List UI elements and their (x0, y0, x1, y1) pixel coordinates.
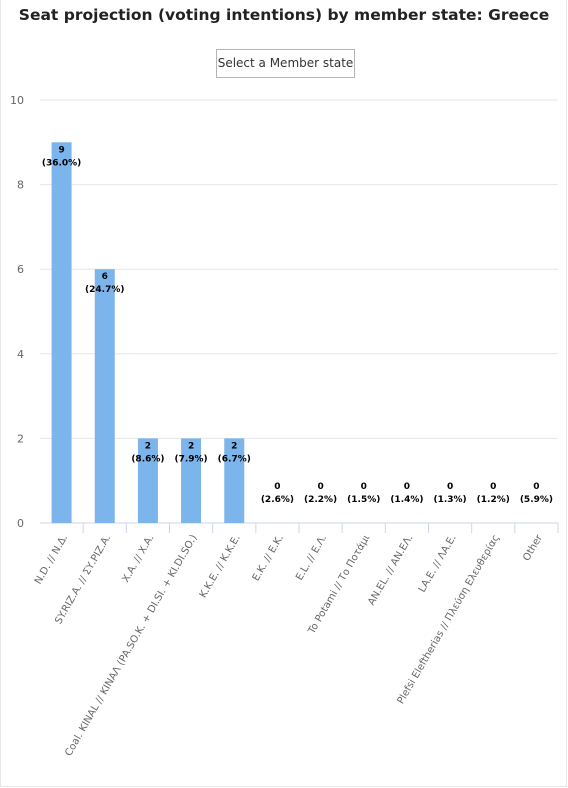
data-label-value: 0 (317, 482, 323, 492)
x-category-label: Other (521, 532, 545, 563)
x-category-label: LA.E. // ΛΑ.Ε. (417, 533, 459, 594)
data-label-value: 0 (361, 482, 367, 492)
data-label-percent: (2.2%) (304, 495, 337, 505)
bar (224, 438, 245, 523)
data-label-value: 0 (447, 482, 453, 492)
data-label-percent: (1.5%) (347, 495, 380, 505)
x-category-label: E.K. // Ε.Κ. (251, 533, 286, 583)
y-tick-label: 8 (17, 179, 24, 192)
bar (137, 438, 158, 523)
chart-title: Seat projection (voting intentions) by m… (18, 6, 550, 24)
select-member-state-button[interactable]: Select a Member state (216, 49, 355, 78)
data-label-percent: (24.7%) (85, 285, 124, 295)
x-category-label: K.K.E. // Κ.Κ.Ε. (198, 533, 243, 600)
x-category-label: N.D. // Ν.Δ. (33, 533, 70, 586)
data-label-percent: (1.3%) (433, 495, 466, 505)
x-category-label: Plefsi Eleftherias // Πλεύση Ελευθερίας (395, 533, 502, 707)
bar (94, 269, 115, 523)
bar (51, 142, 72, 524)
x-category-label: X.A. // Χ.Α. (120, 533, 156, 584)
data-label-value: 0 (404, 482, 410, 492)
y-tick-label: 4 (17, 348, 24, 361)
data-label-percent: (1.2%) (477, 495, 510, 505)
data-label-percent: (8.6%) (131, 454, 164, 464)
data-label-percent: (1.4%) (390, 495, 423, 505)
x-category-label: E.L. // Ε.Λ. (294, 533, 329, 583)
data-label-percent: (36.0%) (42, 158, 81, 168)
data-label-value: 0 (533, 482, 539, 492)
data-label-percent: (7.9%) (174, 454, 207, 464)
bar (181, 438, 202, 523)
data-label-percent: (5.9%) (520, 495, 553, 505)
x-category-label: AN.EL. // ΑΝ.ΕΛ. (366, 533, 415, 607)
data-label-value: 0 (274, 482, 280, 492)
data-label-value: 9 (58, 145, 64, 155)
data-label-value: 0 (490, 482, 496, 492)
data-label-value: 6 (102, 272, 108, 282)
y-tick-label: 10 (10, 94, 24, 107)
y-tick-label: 0 (17, 517, 24, 530)
data-label-percent: (2.6%) (261, 495, 294, 505)
data-label-percent: (6.7%) (218, 454, 251, 464)
data-label-value: 2 (231, 441, 237, 451)
y-tick-label: 6 (17, 263, 24, 276)
data-label-value: 2 (188, 441, 194, 451)
data-label-value: 2 (145, 441, 151, 451)
y-tick-label: 2 (17, 432, 24, 445)
